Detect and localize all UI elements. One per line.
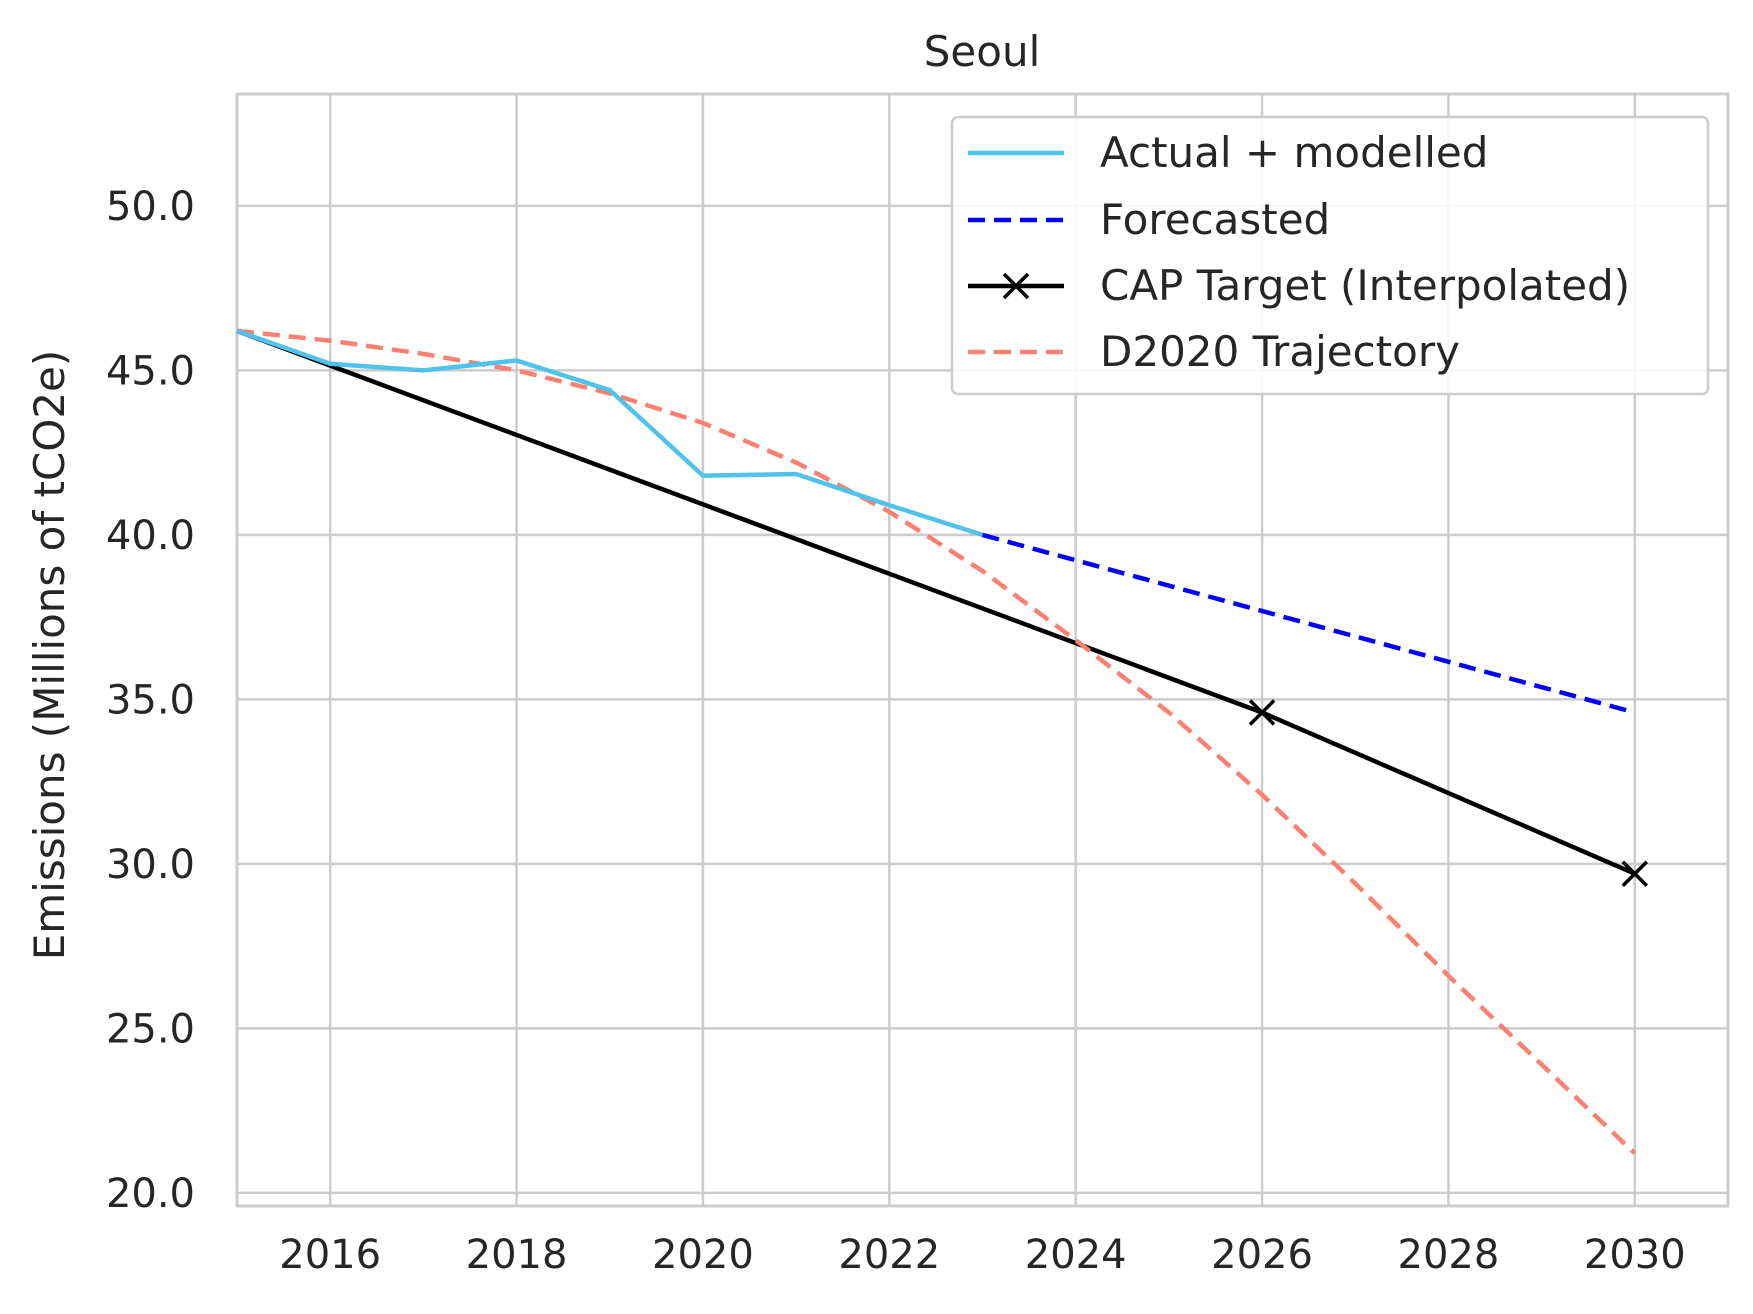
y-tick-label: 45.0 <box>106 348 195 394</box>
x-tick-label: 2026 <box>1211 1232 1313 1278</box>
series-line-forecasted <box>981 532 1636 715</box>
series-line-d2020 <box>236 328 1637 1156</box>
y-axis-ticks: 20.0 25.0 30.0 35.0 40.0 45.0 50.0 <box>106 184 195 1217</box>
y-tick-label: 40.0 <box>106 513 195 559</box>
y-tick-label: 20.0 <box>106 1171 195 1217</box>
series-line-actual <box>236 328 984 538</box>
chart-title: Seoul <box>924 27 1040 76</box>
y-axis-label: Emissions (Millions of tCO2e) <box>25 350 74 961</box>
legend-label-actual: Actual + modelled <box>1100 128 1488 177</box>
x-tick-label: 2018 <box>466 1232 568 1278</box>
legend-label-forecasted: Forecasted <box>1100 195 1330 244</box>
y-tick-label: 50.0 <box>106 184 195 230</box>
x-tick-label: 2016 <box>279 1232 381 1278</box>
x-tick-label: 2020 <box>652 1232 754 1278</box>
markers <box>1248 699 1649 887</box>
y-tick-label: 30.0 <box>106 842 195 888</box>
cap-target-marker <box>1248 699 1276 726</box>
x-tick-label: 2028 <box>1398 1232 1500 1278</box>
x-tick-label: 2024 <box>1025 1232 1127 1278</box>
x-axis-ticks: 2016 2018 2020 2022 2024 2026 2028 2030 <box>279 1232 1685 1278</box>
legend: Actual + modelled Forecasted CAP Target … <box>950 115 1710 396</box>
y-tick-label: 25.0 <box>106 1006 195 1052</box>
plot-frame <box>235 92 1730 1208</box>
legend-marker-cap-target <box>1002 272 1030 300</box>
legend-label-d2020: D2020 Trajectory <box>1100 327 1460 376</box>
legend-label-cap-target: CAP Target (Interpolated) <box>1100 261 1630 310</box>
x-tick-label: 2022 <box>838 1232 940 1278</box>
x-tick-label: 2030 <box>1584 1232 1686 1278</box>
legend-box <box>950 115 1710 396</box>
cap-target-marker <box>1621 860 1649 887</box>
y-tick-label: 35.0 <box>106 677 195 723</box>
